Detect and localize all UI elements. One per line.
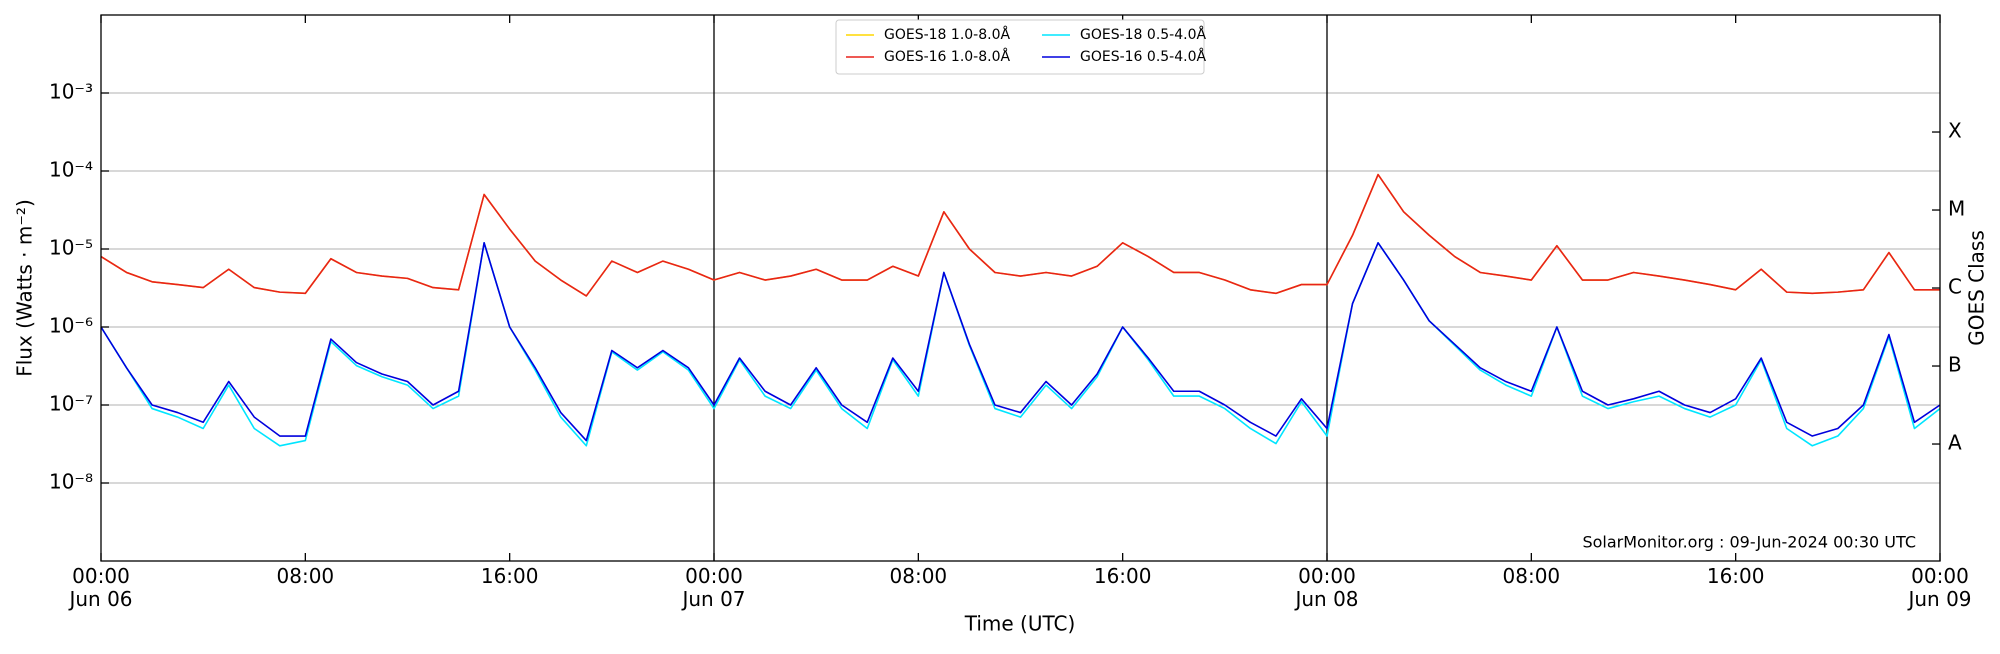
y-axis-label: Flux (Watts · m⁻²) [13, 199, 37, 377]
legend-label: GOES-18 1.0-8.0Å [884, 26, 1010, 43]
x-tick-label: 00:00 Jun 07 [680, 564, 745, 611]
x-axis-label: Time (UTC) [964, 612, 1076, 636]
y2-tick-label: A [1948, 431, 1962, 455]
x-tick-label-line: 00:00 [1298, 564, 1356, 588]
x-tick-label: 16:00 [481, 564, 539, 588]
x-tick-label: 08:00 [277, 564, 335, 588]
x-tick-label-line: Jun 06 [67, 587, 132, 611]
x-tick-label-line: 08:00 [890, 564, 948, 588]
y2-tick-label: C [1948, 275, 1962, 299]
y2-axis-label: GOES Class [1965, 230, 1989, 346]
y-tick-label: 10⁻⁶ [49, 314, 93, 338]
y-tick-label: 10⁻⁷ [49, 392, 93, 416]
x-tick-label: 16:00 [1094, 564, 1152, 588]
legend-label: GOES-18 0.5-4.0Å [1080, 26, 1206, 43]
y-tick-label: 10⁻³ [49, 80, 93, 104]
series-line [100, 242, 1941, 447]
legend-label: GOES-16 1.0-8.0Å [884, 48, 1010, 65]
y-tick-label: 10⁻⁴ [49, 158, 93, 182]
legend-label: GOES-16 0.5-4.0Å [1080, 48, 1206, 65]
y2-tick-label: M [1948, 197, 1965, 221]
x-tick-label: 16:00 [1707, 564, 1765, 588]
x-tick-label-line: 16:00 [1707, 564, 1765, 588]
annotation: SolarMonitor.org : 09-Jun-2024 00:30 UTC [1582, 533, 1916, 552]
x-tick-label-line: 08:00 [277, 564, 335, 588]
y2-tick-label: B [1948, 353, 1962, 377]
x-tick-label-line: Jun 08 [1293, 587, 1358, 611]
legend-box [835, 19, 1205, 75]
series-line [100, 242, 1941, 442]
series-line [100, 173, 1940, 297]
x-tick-label-line: 16:00 [1094, 564, 1152, 588]
y-tick-label: 10⁻⁸ [49, 470, 93, 494]
x-tick-label-line: 08:00 [1503, 564, 1561, 588]
x-tick-label: 08:00 [1503, 564, 1561, 588]
x-tick-label: 08:00 [890, 564, 948, 588]
x-tick-label-line: 00:00 [1911, 564, 1969, 588]
x-tick-label-line: Jun 07 [680, 587, 745, 611]
y2-tick-label: X [1948, 119, 1962, 143]
x-tick-label-line: 00:00 [685, 564, 743, 588]
x-tick-label-line: 00:00 [72, 564, 130, 588]
y-tick-label: 10⁻⁵ [49, 236, 93, 260]
x-tick-label-line: 16:00 [481, 564, 539, 588]
x-tick-label: 00:00 Jun 09 [1906, 564, 1971, 611]
x-tick-label: 00:00 Jun 06 [67, 564, 132, 611]
x-tick-label: 00:00 Jun 08 [1293, 564, 1358, 611]
x-tick-label-line: Jun 09 [1906, 587, 1971, 611]
